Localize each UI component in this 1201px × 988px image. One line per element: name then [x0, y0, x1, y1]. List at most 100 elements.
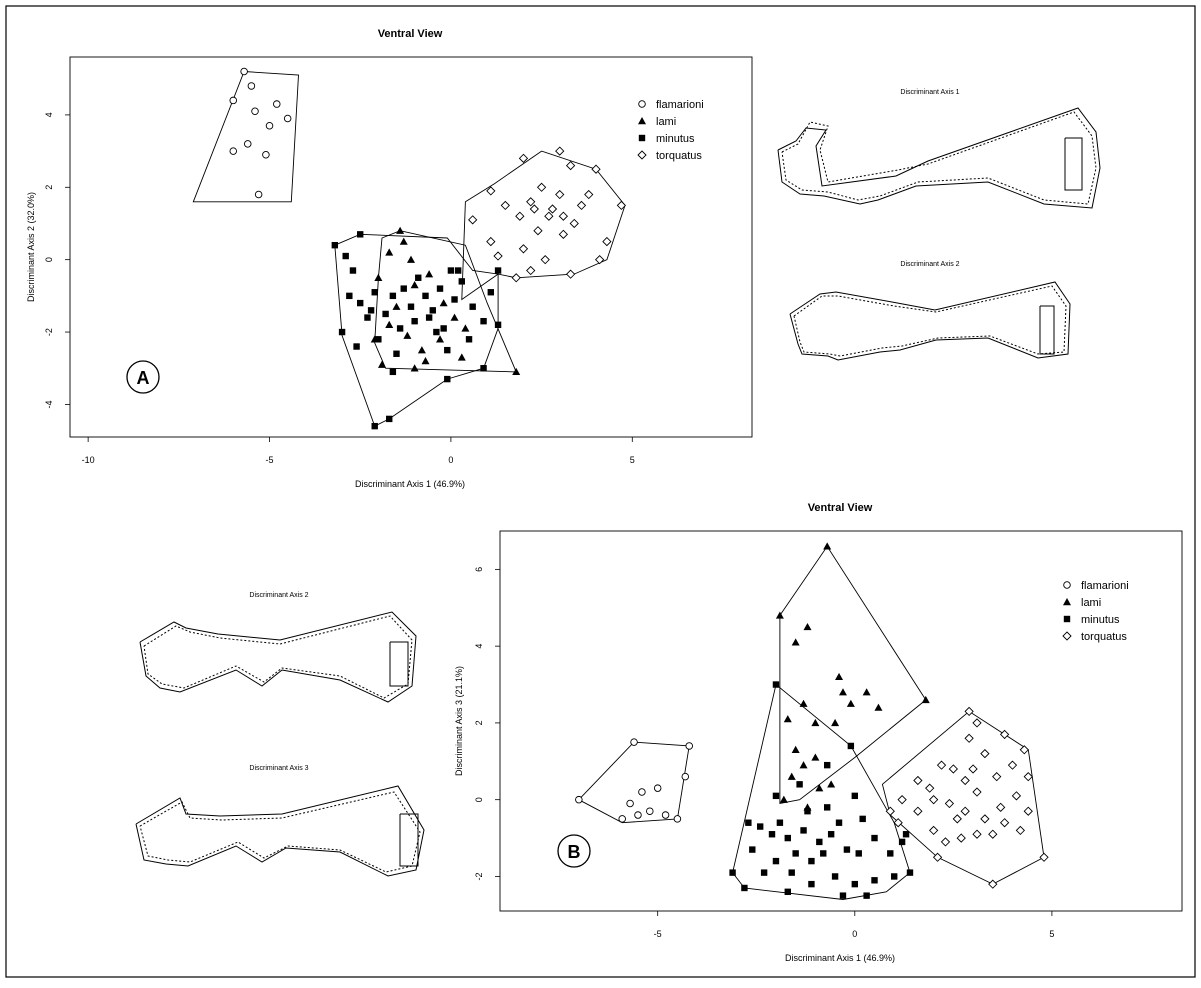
point-torquatus-a	[526, 265, 536, 276]
point-minutus-b	[788, 869, 795, 876]
point-minutus-a	[487, 289, 495, 296]
point-torquatus-b	[940, 837, 951, 847]
point-minutus-a	[386, 415, 393, 423]
point-torquatus-a	[486, 186, 496, 196]
outline-dashed-2	[793, 285, 1067, 357]
x-tick-label-a: -5	[266, 455, 274, 465]
point-flamarioni-a	[283, 114, 292, 123]
point-minutus-b	[891, 873, 898, 880]
point-minutus-a	[389, 368, 397, 376]
point-minutus-b	[745, 819, 752, 826]
point-minutus-b	[796, 781, 803, 788]
point-minutus-a	[393, 350, 400, 357]
point-flamarioni-b	[638, 788, 646, 796]
legend-marker-lami-b	[1063, 598, 1071, 606]
point-torquatus-b	[885, 806, 895, 816]
point-torquatus-b	[964, 733, 974, 743]
point-torquatus-b	[988, 879, 998, 889]
point-minutus-b	[800, 827, 807, 834]
point-flamarioni-b	[685, 742, 693, 750]
point-flamarioni-b	[653, 784, 662, 792]
point-flamarioni-a	[229, 147, 237, 155]
point-lami-a	[385, 320, 394, 329]
y-tick-label-a: -4	[44, 400, 54, 408]
point-minutus-a	[349, 267, 357, 274]
panel-label-a: A	[137, 368, 150, 388]
point-torquatus-b	[936, 760, 947, 770]
legend-label-lami-b: lami	[1081, 597, 1101, 609]
point-minutus-b	[851, 880, 858, 888]
point-torquatus-b	[980, 748, 990, 759]
point-torquatus-b	[960, 775, 970, 786]
point-torquatus-a	[569, 218, 579, 229]
point-torquatus-b	[996, 802, 1006, 813]
point-minutus-b	[902, 831, 910, 838]
x-tick-label-b: 5	[1049, 929, 1054, 939]
point-torquatus-a	[591, 164, 601, 174]
point-minutus-b	[859, 815, 866, 823]
hull-torquatus-b	[881, 710, 1045, 885]
point-minutus-b	[808, 880, 815, 888]
point-torquatus-b	[964, 706, 974, 717]
point-minutus-a	[465, 336, 473, 343]
legend-label-minutus-b: minutus	[1081, 614, 1120, 626]
outline-box-3	[389, 641, 409, 687]
point-minutus-b	[756, 823, 764, 830]
outline-dashed-3	[143, 615, 413, 699]
point-torquatus-a	[518, 244, 529, 254]
point-minutus-a	[425, 314, 433, 321]
point-torquatus-a	[468, 215, 478, 225]
x-axis-label-a: Discriminant Axis 1 (46.9%)	[355, 479, 465, 489]
point-lami-a	[407, 255, 415, 263]
point-lami-b	[831, 718, 840, 727]
point-minutus-a	[422, 292, 429, 300]
point-minutus-b	[851, 792, 858, 800]
point-torquatus-b	[980, 814, 990, 824]
point-minutus-b	[824, 804, 831, 811]
point-minutus-a	[415, 274, 422, 281]
point-torquatus-b	[929, 795, 939, 805]
point-torquatus-a	[555, 146, 565, 156]
point-lami-b	[838, 688, 847, 696]
point-lami-a	[396, 226, 405, 234]
point-torquatus-a	[576, 200, 587, 211]
point-torquatus-b	[948, 764, 958, 774]
point-torquatus-b	[925, 783, 935, 793]
point-minutus-a	[480, 317, 487, 325]
outline-box-2	[1039, 305, 1055, 355]
x-tick-label-a: -10	[82, 455, 95, 465]
point-torquatus-a	[533, 226, 543, 236]
point-flamarioni-a	[244, 140, 252, 148]
point-flamarioni-b	[681, 772, 690, 781]
point-torquatus-b	[1023, 772, 1033, 782]
point-minutus-a	[447, 267, 455, 274]
point-lami-b	[799, 761, 808, 769]
point-lami-a	[374, 273, 383, 281]
point-torquatus-b	[999, 818, 1010, 828]
point-minutus-b	[760, 869, 768, 876]
panel-label-badge-a	[126, 360, 160, 394]
point-minutus-b	[792, 850, 799, 857]
point-flamarioni-b	[626, 799, 634, 808]
point-flamarioni-a	[265, 122, 274, 130]
y-tick-label-b: 0	[474, 797, 484, 802]
point-lami-a	[439, 299, 448, 307]
point-minutus-b	[871, 877, 878, 884]
outline-box-4	[399, 813, 419, 867]
outline-box-1	[1064, 137, 1083, 191]
point-minutus-b	[772, 857, 780, 865]
outline-solid-4	[135, 785, 425, 877]
point-torquatus-b	[1019, 745, 1029, 755]
point-torquatus-a	[526, 197, 536, 207]
point-lami-a	[425, 270, 434, 278]
point-torquatus-b	[956, 833, 966, 843]
figure-border	[5, 5, 1196, 978]
point-torquatus-b	[988, 829, 998, 839]
point-minutus-a	[469, 303, 476, 310]
point-minutus-b	[804, 808, 811, 815]
point-torquatus-b	[972, 829, 982, 839]
point-minutus-a	[400, 285, 407, 292]
point-flamarioni-b	[630, 738, 638, 746]
point-lami-b	[874, 703, 883, 711]
point-lami-a	[385, 248, 394, 256]
